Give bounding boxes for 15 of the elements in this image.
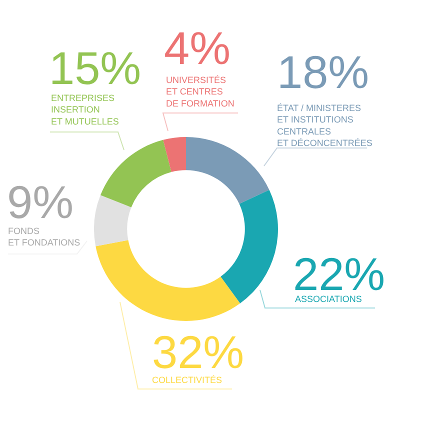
data-label: 18% xyxy=(277,46,370,98)
slice-label: UNIVERSITÉS ET CENTRES DE FORMATION xyxy=(166,75,234,108)
donut-slice xyxy=(96,240,240,321)
donut-slice xyxy=(94,195,132,246)
slice-label: ENTREPRISES INSERTION ET MUTUELLES xyxy=(51,93,119,126)
donut-slice xyxy=(163,137,186,172)
donut-slice xyxy=(100,140,172,208)
slice-label: ÉTAT / MINISTERES ET INSTITUTIONS CENTRALES ET DÉCONCENTRÉES xyxy=(277,103,372,148)
data-label: 9% xyxy=(7,176,74,228)
data-label: 15% xyxy=(49,42,142,94)
donut-slice xyxy=(220,190,278,304)
slice-label: FONDS ET FONDATIONS xyxy=(8,226,80,248)
data-label: 4% xyxy=(164,22,230,74)
donut-slice xyxy=(186,137,270,204)
slice-label: ASSOCIATIONS xyxy=(295,294,362,304)
